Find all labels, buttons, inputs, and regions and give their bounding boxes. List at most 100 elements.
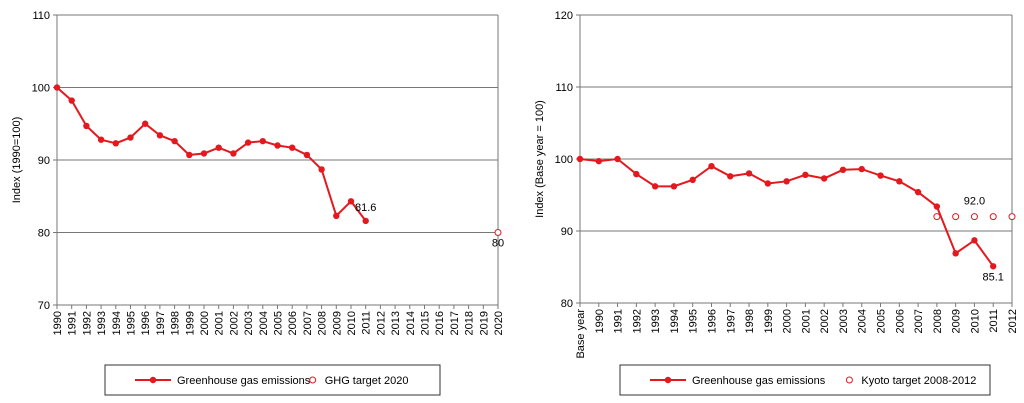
x-tick-label: 2006 — [287, 311, 299, 335]
x-tick-label: 2001 — [800, 309, 812, 333]
x-tick-label: 2005 — [876, 309, 888, 333]
legend-label: Greenhouse gas emissions — [177, 375, 311, 387]
data-point — [576, 155, 584, 163]
x-tick-label: 1997 — [725, 309, 737, 333]
x-tick-label: 2020 — [493, 311, 505, 335]
data-point — [783, 178, 790, 185]
legend-label: Greenhouse gas emissions — [692, 375, 826, 387]
y-tick-label: 70 — [38, 300, 50, 312]
x-tick-label: 2019 — [478, 311, 490, 335]
x-tick-label: 2002 — [819, 309, 831, 333]
x-tick-label: 2003 — [243, 311, 255, 335]
legend-marker — [309, 376, 317, 384]
x-tick-label: 1993 — [96, 311, 108, 335]
x-tick-label: 1990 — [594, 309, 606, 333]
x-tick-label: 1999 — [184, 311, 196, 335]
data-point — [362, 217, 369, 225]
x-tick-label: 2018 — [464, 311, 476, 335]
x-tick-label: 2017 — [449, 311, 461, 335]
data-point — [933, 203, 941, 210]
data-point — [318, 166, 325, 173]
legend-marker — [664, 376, 672, 384]
y-tick-label: 90 — [38, 155, 50, 167]
data-point — [727, 173, 734, 180]
y-tick-label: 120 — [555, 10, 573, 22]
x-tick-label: 1998 — [744, 309, 756, 333]
x-tick-label: 2007 — [913, 309, 925, 333]
data-point — [952, 250, 959, 257]
data-point — [244, 139, 252, 146]
data-point — [289, 144, 296, 151]
x-tick-label: 2012 — [1007, 309, 1019, 333]
x-tick-label: 1994 — [669, 309, 681, 333]
data-point — [171, 137, 178, 145]
x-tick-label: 2003 — [838, 309, 850, 333]
data-point — [839, 166, 847, 173]
x-tick-label: Base year — [575, 309, 587, 359]
data-point — [274, 142, 281, 149]
target-marker — [970, 213, 978, 221]
y-axis-label: Index (1990=100) — [11, 117, 23, 204]
data-point — [858, 165, 865, 173]
data-point — [633, 170, 640, 178]
data-point — [333, 212, 340, 220]
data-point — [764, 180, 772, 187]
x-tick-label: 1996 — [706, 309, 718, 333]
y-tick-label: 80 — [38, 228, 50, 240]
x-tick-label: 1992 — [81, 311, 93, 335]
target-marker — [952, 213, 960, 221]
x-tick-label: 2007 — [302, 311, 314, 335]
x-tick-label: 1998 — [170, 311, 182, 335]
target-marker — [1008, 213, 1016, 221]
data-point — [820, 175, 828, 182]
x-tick-label: 2002 — [228, 311, 240, 335]
x-tick-label: 1991 — [67, 311, 79, 335]
x-tick-label: 1994 — [111, 311, 123, 335]
series-line — [56, 86, 367, 222]
data-label: 85.1 — [983, 271, 1004, 283]
chart: 80 90 100 110 120 Base year 1990 1991 1992 1993 19… — [534, 10, 1019, 396]
x-tick-label: 2009 — [331, 311, 343, 335]
data-point — [68, 97, 75, 104]
x-tick-label: 2012 — [375, 311, 387, 335]
x-tick-label: 1991 — [613, 309, 625, 333]
y-tick-label: 110 — [555, 82, 573, 94]
target-marker — [933, 213, 941, 221]
legend-marker — [149, 376, 157, 384]
x-tick-label: 2010 — [346, 311, 358, 335]
x-tick-label: 2008 — [932, 309, 944, 333]
x-tick-label: 2004 — [857, 309, 869, 333]
series-line — [579, 157, 995, 267]
x-tick-label: 2006 — [894, 309, 906, 333]
legend-marker — [845, 376, 853, 384]
data-label: 81.6 — [355, 202, 376, 214]
data-label: 92.0 — [964, 196, 985, 208]
x-tick-label: 2000 — [199, 311, 211, 335]
y-tick-label: 100 — [555, 154, 573, 166]
y-tick-label: 80 — [561, 298, 573, 310]
x-tick-label: 1993 — [650, 309, 662, 333]
data-point — [303, 151, 311, 159]
y-tick-label: 110 — [32, 10, 50, 22]
x-tick-label: 2014 — [405, 311, 417, 335]
data-point — [127, 134, 134, 141]
x-tick-label: 2000 — [782, 309, 794, 333]
y-tick-label: 100 — [32, 83, 50, 95]
target-marker — [494, 229, 502, 236]
data-point — [595, 157, 602, 165]
data-point — [215, 144, 222, 151]
data-point — [83, 122, 90, 130]
x-tick-label: 2011 — [361, 311, 373, 335]
chart: 70 80 90 100 110 1990 1991 1992 1993 1994 1995 1996… — [11, 10, 505, 396]
x-tick-label: 1995 — [688, 309, 700, 333]
y-tick-label: 90 — [561, 226, 573, 238]
target-marker — [989, 213, 997, 221]
data-point — [914, 188, 922, 196]
data-point — [97, 136, 105, 143]
data-point — [156, 132, 164, 139]
data-point — [971, 237, 978, 244]
y-axis-label: Index (Base year = 100) — [534, 100, 546, 218]
legend-label: GHG target 2020 — [325, 375, 409, 387]
data-point — [259, 137, 266, 145]
data-point — [708, 163, 715, 170]
